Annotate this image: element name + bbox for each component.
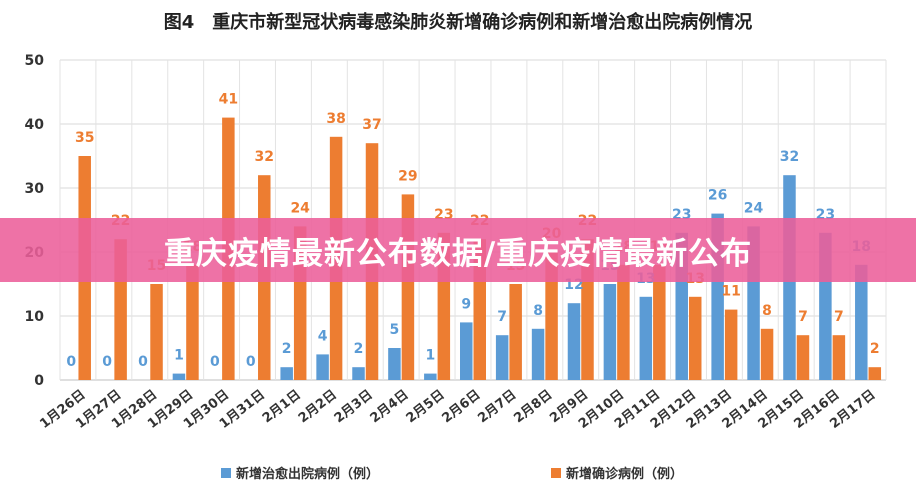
x-tick-label: 2月2日 (296, 387, 340, 426)
data-label-recovered: 26 (708, 188, 727, 204)
x-tick-label: 2月1日 (260, 387, 304, 426)
data-label-confirmed: 37 (362, 117, 381, 133)
data-label-recovered: 9 (461, 296, 471, 312)
x-tick-label: 2月4日 (368, 387, 412, 426)
x-tick-label: 2月6日 (439, 387, 483, 426)
bar-recovered (316, 354, 329, 380)
x-tick-label: 2月7日 (475, 387, 519, 426)
chart-title: 图4 重庆市新型冠状病毒感染肺炎新增确诊病例和新增治愈出院病例情况 (164, 11, 753, 33)
bar-recovered (495, 335, 509, 380)
data-label-confirmed: 32 (255, 149, 274, 165)
bar-confirmed (509, 284, 522, 380)
legend-label-confirmed: 新增确诊病例（例） (566, 466, 683, 482)
data-label-recovered: 2 (354, 341, 364, 357)
data-label-confirmed: 11 (721, 284, 740, 300)
data-label-confirmed: 29 (398, 168, 417, 184)
data-label-confirmed: 24 (290, 200, 310, 216)
data-label-recovered: 8 (533, 303, 543, 319)
data-label-recovered: 0 (210, 354, 220, 370)
x-axis-ticks: 1月26日1月27日1月28日1月29日1月30日1月31日2月1日2月2日2月… (37, 387, 878, 432)
legend-label-recovered: 新增治愈出院病例（例） (236, 466, 379, 482)
y-tick-label: 40 (25, 117, 45, 133)
legend-swatch-recovered (221, 468, 231, 478)
data-label-recovered: 5 (390, 322, 400, 338)
data-label-recovered: 0 (102, 354, 112, 370)
bar-confirmed (653, 264, 666, 380)
bar-confirmed (832, 335, 846, 380)
data-label-recovered: 1 (425, 348, 435, 364)
data-label-recovered: 0 (66, 354, 76, 370)
overlay-banner: 重庆疫情最新公布数据/重庆疫情最新公布 (0, 218, 916, 282)
data-label-confirmed: 2 (870, 341, 880, 357)
bar-confirmed (868, 367, 882, 380)
y-tick-label: 10 (25, 309, 45, 325)
bar-confirmed (186, 264, 199, 380)
data-label-recovered: 4 (318, 328, 328, 344)
data-label-confirmed: 41 (219, 92, 238, 108)
bar-recovered (603, 284, 617, 380)
bar-confirmed (150, 284, 163, 380)
data-label-recovered: 2 (282, 341, 292, 357)
data-label-confirmed: 38 (326, 111, 345, 127)
bar-recovered (639, 296, 653, 380)
data-label-recovered: 32 (780, 149, 799, 165)
bar-recovered (567, 303, 581, 380)
bar-confirmed (796, 335, 810, 380)
bar-recovered (855, 264, 868, 380)
bar-confirmed (545, 252, 558, 380)
banner-text: 重庆疫情最新公布数据/重庆疫情最新公布 (163, 235, 753, 272)
data-label-recovered: 0 (246, 354, 256, 370)
bar-confirmed (688, 296, 702, 380)
bar-confirmed (760, 328, 774, 380)
data-label-recovered: 7 (497, 309, 507, 325)
legend: 新增治愈出院病例（例） 新增确诊病例（例） (221, 466, 683, 482)
bar-recovered (531, 328, 545, 380)
y-tick-label: 50 (25, 53, 45, 69)
bar-recovered (424, 373, 437, 380)
data-label-recovered: 0 (138, 354, 148, 370)
x-tick-label: 2月8日 (511, 387, 555, 426)
bar-recovered (352, 367, 365, 380)
bar-recovered (460, 322, 473, 380)
bar-recovered (280, 367, 293, 380)
x-tick-label: 2月5日 (404, 387, 448, 426)
data-label-recovered: 24 (744, 200, 764, 216)
bar-confirmed (617, 264, 630, 380)
bar-confirmed (724, 309, 738, 380)
bar-recovered (388, 348, 401, 380)
y-tick-label: 0 (34, 373, 44, 389)
data-label-confirmed: 7 (834, 309, 844, 325)
data-label-recovered: 1 (174, 348, 184, 364)
data-label-confirmed: 7 (798, 309, 808, 325)
data-label-confirmed: 35 (75, 130, 94, 146)
legend-swatch-confirmed (551, 468, 561, 478)
data-label-confirmed: 8 (762, 303, 772, 319)
y-tick-label: 30 (25, 181, 45, 197)
x-tick-label: 2月3日 (332, 387, 376, 426)
bar-recovered (172, 373, 186, 380)
